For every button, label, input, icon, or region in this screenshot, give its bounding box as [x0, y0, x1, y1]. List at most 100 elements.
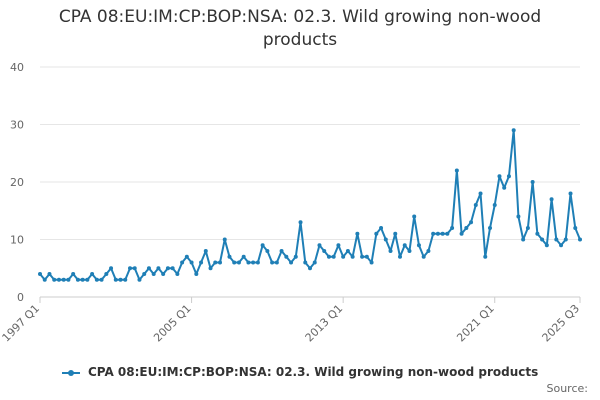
data-point[interactable]: [274, 260, 279, 265]
data-point[interactable]: [559, 243, 564, 248]
data-point[interactable]: [426, 249, 431, 253]
data-point[interactable]: [142, 272, 147, 276]
data-point[interactable]: [227, 254, 232, 259]
data-point[interactable]: [260, 243, 265, 248]
data-point[interactable]: [161, 272, 166, 276]
data-point[interactable]: [113, 277, 118, 282]
data-point[interactable]: [393, 231, 398, 236]
data-point[interactable]: [326, 254, 331, 259]
data-point[interactable]: [374, 231, 379, 236]
data-point[interactable]: [75, 277, 80, 282]
data-point[interactable]: [80, 277, 85, 282]
data-point[interactable]: [236, 260, 241, 265]
data-point[interactable]: [497, 174, 502, 179]
data-point[interactable]: [284, 254, 289, 259]
data-point[interactable]: [511, 128, 516, 133]
data-point[interactable]: [398, 254, 402, 259]
data-point[interactable]: [151, 272, 156, 276]
data-point[interactable]: [279, 249, 284, 253]
data-point[interactable]: [38, 272, 42, 276]
data-point[interactable]: [85, 277, 90, 282]
data-point[interactable]: [360, 254, 365, 259]
data-point[interactable]: [71, 272, 76, 276]
data-point[interactable]: [317, 243, 322, 248]
data-point[interactable]: [431, 231, 436, 236]
data-point[interactable]: [255, 260, 260, 265]
data-point[interactable]: [379, 226, 384, 230]
data-point[interactable]: [137, 277, 142, 282]
data-point[interactable]: [540, 237, 545, 242]
data-point[interactable]: [218, 260, 222, 265]
data-point[interactable]: [104, 272, 109, 276]
data-point[interactable]: [341, 254, 346, 259]
data-point[interactable]: [573, 226, 578, 230]
data-point[interactable]: [203, 249, 208, 253]
data-point[interactable]: [469, 220, 474, 225]
data-point[interactable]: [251, 260, 256, 265]
data-point[interactable]: [407, 249, 412, 253]
data-point[interactable]: [42, 277, 47, 282]
data-point[interactable]: [180, 260, 185, 265]
data-point[interactable]: [440, 231, 445, 236]
data-point[interactable]: [488, 226, 492, 230]
data-point[interactable]: [336, 243, 341, 248]
data-point[interactable]: [109, 266, 114, 271]
data-point[interactable]: [521, 237, 526, 242]
data-point[interactable]: [416, 243, 421, 248]
data-point[interactable]: [66, 277, 71, 282]
data-point[interactable]: [345, 249, 350, 253]
data-point[interactable]: [421, 254, 426, 259]
data-point[interactable]: [563, 237, 568, 242]
data-point[interactable]: [213, 260, 218, 265]
data-point[interactable]: [383, 237, 388, 242]
data-point[interactable]: [312, 260, 317, 265]
data-point[interactable]: [535, 231, 540, 236]
data-point[interactable]: [350, 254, 355, 259]
data-point[interactable]: [454, 168, 459, 173]
data-point[interactable]: [99, 277, 104, 282]
data-point[interactable]: [270, 260, 275, 265]
data-point[interactable]: [194, 272, 199, 276]
data-point[interactable]: [525, 226, 530, 230]
data-point[interactable]: [450, 226, 455, 230]
data-point[interactable]: [369, 260, 374, 265]
data-point[interactable]: [132, 266, 137, 271]
data-point[interactable]: [412, 214, 417, 219]
data-point[interactable]: [199, 260, 204, 265]
data-point[interactable]: [308, 266, 312, 271]
data-point[interactable]: [506, 174, 511, 179]
data-point[interactable]: [222, 237, 227, 242]
data-point[interactable]: [331, 254, 336, 259]
data-point[interactable]: [118, 277, 123, 282]
data-point[interactable]: [170, 266, 175, 271]
data-point[interactable]: [530, 180, 535, 184]
data-point[interactable]: [246, 260, 251, 265]
data-point[interactable]: [502, 185, 507, 190]
data-point[interactable]: [293, 254, 298, 259]
data-point[interactable]: [208, 266, 213, 271]
data-point[interactable]: [146, 266, 151, 271]
data-point[interactable]: [165, 266, 170, 271]
data-point[interactable]: [516, 214, 521, 219]
data-point[interactable]: [473, 203, 478, 207]
data-point[interactable]: [549, 197, 554, 202]
data-point[interactable]: [94, 277, 99, 282]
data-point[interactable]: [445, 231, 450, 236]
data-point[interactable]: [568, 191, 573, 196]
data-point[interactable]: [128, 266, 132, 271]
data-point[interactable]: [61, 277, 66, 282]
data-point[interactable]: [544, 243, 549, 248]
data-point[interactable]: [478, 191, 483, 196]
data-point[interactable]: [303, 260, 308, 265]
data-point[interactable]: [56, 277, 61, 282]
data-point[interactable]: [322, 249, 327, 253]
data-point[interactable]: [241, 254, 246, 259]
data-point[interactable]: [52, 277, 57, 282]
data-point[interactable]: [435, 231, 440, 236]
data-point[interactable]: [189, 260, 194, 265]
data-point[interactable]: [578, 237, 582, 242]
data-point[interactable]: [289, 260, 294, 265]
data-point[interactable]: [184, 254, 189, 259]
data-point[interactable]: [364, 254, 369, 259]
data-point[interactable]: [265, 249, 270, 253]
